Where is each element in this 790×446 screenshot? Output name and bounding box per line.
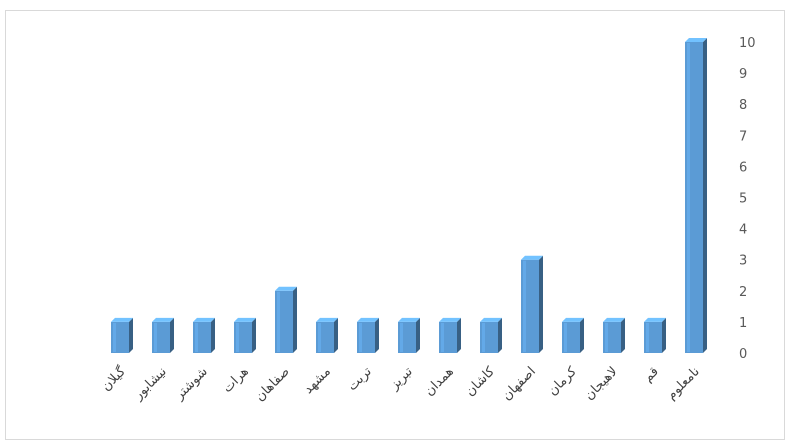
- y-tick-label: 10: [739, 36, 756, 51]
- bar-side: [170, 317, 174, 353]
- bar-top: [152, 317, 174, 322]
- x-tick-label: کرمان: [545, 364, 580, 399]
- x-tick-label: قم: [641, 364, 662, 385]
- bar-highlight: [154, 322, 157, 352]
- y-tick-label: 1: [739, 316, 747, 331]
- bar-top: [685, 38, 707, 42]
- bar-highlight: [359, 322, 362, 352]
- bar: [275, 286, 297, 353]
- bar-top: [357, 317, 379, 322]
- bar-side: [703, 38, 707, 353]
- x-tick-label: هرات: [220, 364, 252, 396]
- bar-top: [439, 317, 461, 322]
- y-tick-label: 7: [739, 129, 747, 144]
- bar-side: [252, 317, 256, 353]
- chart-area: [5, 10, 785, 440]
- bar: [111, 317, 133, 353]
- y-tick-label: 6: [739, 160, 747, 175]
- bar: [521, 255, 543, 353]
- bar-side: [129, 317, 133, 353]
- y-axis: 0 1 2 3 4 5 6 7 8 9 10: [739, 36, 756, 362]
- x-tick-label: تبریز: [386, 364, 416, 394]
- bar-top: [398, 317, 420, 322]
- bar-top: [603, 317, 625, 322]
- bar: [152, 317, 174, 353]
- bar: [398, 317, 420, 353]
- bar-highlight: [482, 322, 485, 352]
- bar-top: [521, 255, 543, 260]
- bar-top: [562, 317, 584, 322]
- bar-side: [662, 317, 666, 353]
- y-tick-label: 0: [739, 347, 747, 362]
- y-tick-label: 9: [739, 67, 747, 82]
- bar-side: [293, 286, 297, 353]
- bar-top: [234, 317, 256, 322]
- bar-side: [375, 317, 379, 353]
- y-tick-label: 8: [739, 98, 747, 113]
- bar-top: [111, 317, 133, 322]
- bar-highlight: [687, 43, 690, 352]
- bar: [603, 317, 625, 353]
- bar-highlight: [605, 322, 608, 352]
- bar: [234, 317, 256, 353]
- bar: [193, 317, 215, 353]
- x-axis: گیلان نیشابور شوشتر هرات صفاهان مشهد تربت تبریز…: [98, 363, 703, 405]
- bar-side: [580, 317, 584, 353]
- bar-side: [457, 317, 461, 353]
- x-tick-label: نیشابور: [130, 364, 169, 403]
- bar-side: [539, 255, 543, 353]
- bar-side: [211, 317, 215, 353]
- bar: [316, 317, 338, 353]
- x-tick-label: صفاهان: [253, 364, 293, 404]
- bar-highlight: [277, 291, 280, 352]
- bar-side: [498, 317, 502, 353]
- bar-top: [644, 317, 666, 322]
- bar-highlight: [113, 322, 116, 352]
- bar: [562, 317, 584, 353]
- bar-top: [193, 317, 215, 322]
- bar-side: [621, 317, 625, 353]
- bar-highlight: [195, 322, 198, 352]
- y-tick-label: 2: [739, 285, 747, 300]
- bar-highlight: [400, 322, 403, 352]
- bar-highlight: [523, 260, 526, 352]
- bar-highlight: [646, 322, 649, 352]
- bar-side: [334, 317, 338, 353]
- bar: [644, 317, 666, 353]
- y-tick-label: 3: [739, 254, 747, 269]
- bar-highlight: [564, 322, 567, 352]
- y-tick-label: 5: [739, 192, 747, 207]
- x-tick-label: نامعلوم: [664, 364, 703, 403]
- bar: [439, 317, 461, 353]
- bar: [357, 317, 379, 353]
- x-tick-label: کاشان: [463, 364, 499, 400]
- bar-top: [275, 286, 297, 291]
- x-tick-label: همدان: [422, 364, 457, 399]
- bar-side: [416, 317, 420, 353]
- y-tick-label: 4: [739, 223, 747, 238]
- x-tick-label: گیلان: [98, 363, 129, 394]
- bar-top: [480, 317, 502, 322]
- bar-highlight: [441, 322, 444, 352]
- x-tick-label: لاهیجان: [582, 364, 621, 403]
- bar: [480, 317, 502, 353]
- bar-highlight: [318, 322, 321, 352]
- bars-group: [111, 38, 707, 353]
- bar: [685, 38, 707, 353]
- bar-top: [316, 317, 338, 322]
- x-tick-label: شوشتر: [172, 364, 211, 403]
- x-tick-label: اصفهان: [499, 364, 538, 403]
- x-tick-label: تربت: [345, 364, 375, 394]
- bar-highlight: [236, 322, 239, 352]
- x-tick-label: مشهد: [301, 364, 334, 397]
